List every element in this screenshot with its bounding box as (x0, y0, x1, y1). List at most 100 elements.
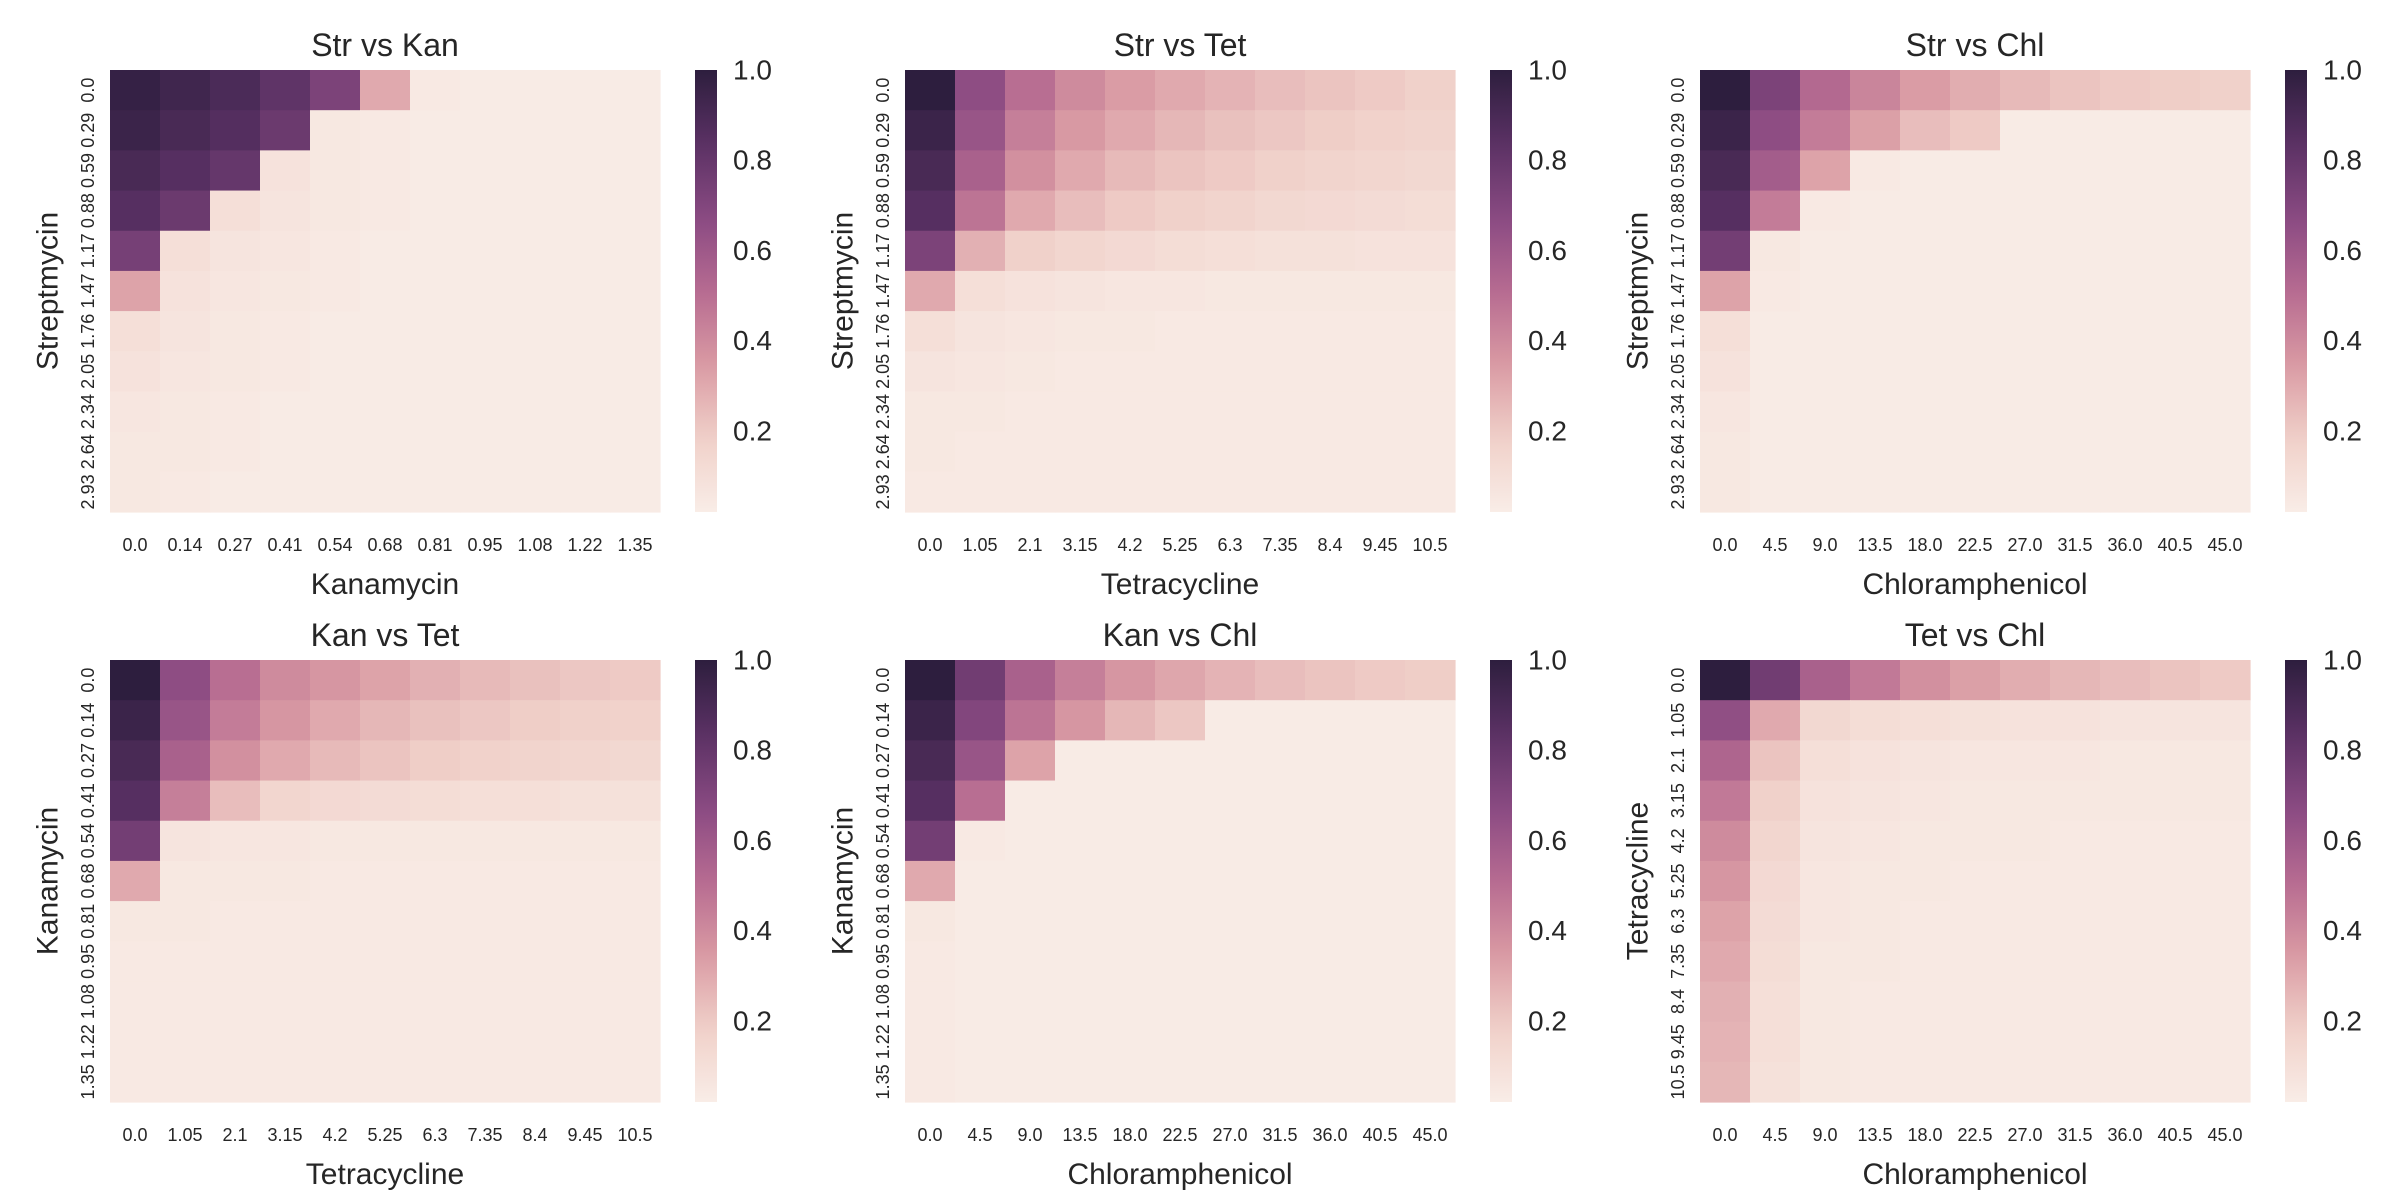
heatmap-cell (1055, 860, 1106, 902)
heatmap-cell (2000, 391, 2051, 433)
heatmap-cell (1105, 230, 1156, 272)
heatmap-cell (1950, 981, 2001, 1023)
heatmap-cell (2000, 820, 2051, 862)
heatmap-cell (1405, 780, 1456, 822)
heatmap-cell (610, 1061, 661, 1103)
heatmap-cell (1255, 780, 1306, 822)
heatmap-cell (260, 110, 311, 151)
heatmap-cell (1005, 431, 1056, 473)
heatmap-cell (1405, 700, 1456, 741)
heatmap-cell (1700, 391, 1751, 433)
heatmap-cell (1900, 941, 1951, 983)
heatmap-cell (410, 780, 461, 822)
heatmap-cell (1750, 190, 1801, 232)
heatmap-cell (2100, 860, 2151, 902)
x-tick-label: 0.41 (267, 535, 302, 555)
heatmap-cell (1700, 70, 1751, 111)
heatmap-cell (1700, 471, 1751, 513)
heatmap-cell (460, 471, 511, 513)
heatmap-cell (460, 110, 511, 151)
colorbar-tick-label: 0.4 (1528, 915, 1567, 946)
x-tick-label: 0.0 (122, 535, 147, 555)
heatmap-cell (610, 190, 661, 232)
heatmap-cell (110, 1061, 161, 1103)
y-tick-label: 1.76 (873, 314, 893, 349)
heatmap-cell (2150, 431, 2201, 473)
heatmap-cell (2100, 700, 2151, 741)
heatmap-cell (1700, 941, 1751, 983)
heatmap-cell (210, 780, 261, 822)
heatmap-cell (1750, 431, 1801, 473)
heatmap-cell (210, 110, 261, 151)
heatmap-cell (2100, 780, 2151, 822)
y-tick-label: 5.25 (1668, 863, 1688, 898)
y-tick-label: 0.41 (873, 783, 893, 818)
colorbar-tick-label: 0.2 (1528, 1005, 1567, 1036)
heatmap-cell (160, 150, 211, 192)
heatmap-cell (410, 311, 461, 352)
y-tick-label: 1.35 (78, 1064, 98, 1099)
heatmap-cell (1205, 190, 1256, 232)
x-tick-label: 10.5 (1412, 535, 1447, 555)
heatmap-cell (410, 901, 461, 942)
heatmap-cell (260, 780, 311, 822)
heatmap-cell (1900, 311, 1951, 352)
heatmap-cell (1800, 311, 1851, 352)
heatmap-cell (260, 70, 311, 111)
heatmap-cell (1355, 660, 1406, 701)
heatmap-cell (460, 391, 511, 433)
heatmap-cell (210, 230, 261, 272)
heatmap-cell (560, 110, 611, 151)
heatmap-cell (560, 901, 611, 942)
heatmap-cell (2200, 1021, 2251, 1063)
heatmap-cell (1205, 1021, 1256, 1063)
heatmap-cell (1305, 311, 1356, 352)
heatmap-cell (1405, 150, 1456, 192)
heatmap-cell (1105, 70, 1156, 111)
heatmap-cell (2000, 230, 2051, 272)
heatmap-cell (1155, 230, 1206, 272)
heatmap-cell (1255, 471, 1306, 513)
x-tick-label: 0.0 (917, 535, 942, 555)
heatmap-cell (2050, 150, 2101, 192)
heatmap-cell (460, 190, 511, 232)
heatmap-cell (1850, 740, 1901, 782)
heatmap-cell (360, 431, 411, 473)
y-tick-label: 2.64 (78, 434, 98, 469)
heatmap-cell (1155, 660, 1206, 701)
colorbar-tick-label: 0.4 (1528, 325, 1567, 356)
heatmap-cell (955, 941, 1006, 983)
heatmap-cell (510, 660, 561, 701)
y-tick-label: 1.17 (873, 233, 893, 268)
heatmap-cell (2150, 70, 2201, 111)
heatmap-cell (1355, 700, 1406, 741)
heatmap-cell (2100, 270, 2151, 312)
heatmap-cell (1850, 150, 1901, 192)
colorbar (1490, 660, 1512, 1102)
heatmap-cell (1950, 740, 2001, 782)
heatmap-cell (1305, 351, 1356, 393)
heatmap-cell (1700, 820, 1751, 862)
x-tick-label: 40.5 (2157, 1125, 2192, 1145)
y-tick-label: 2.64 (873, 434, 893, 469)
heatmap-cell (610, 391, 661, 433)
heatmap-cell (1155, 311, 1206, 352)
heatmap-cell (1850, 780, 1901, 822)
x-tick-label: 31.5 (2057, 1125, 2092, 1145)
heatmap-cell (2000, 860, 2051, 902)
heatmap-cell (260, 1061, 311, 1103)
heatmap-cell (1255, 941, 1306, 983)
y-tick-label: 1.22 (873, 1024, 893, 1059)
heatmap-cell (1700, 981, 1751, 1023)
heatmap-cell (1255, 901, 1306, 942)
x-tick-label: 22.5 (1957, 535, 1992, 555)
x-tick-label: 9.0 (1017, 1125, 1042, 1145)
heatmap-cell (110, 431, 161, 473)
heatmap-cell (1900, 471, 1951, 513)
colorbar-tick-label: 0.8 (2323, 735, 2362, 766)
colorbar-tick-label: 0.8 (733, 145, 772, 176)
heatmap-cell (2100, 230, 2151, 272)
heatmap-cell (2100, 820, 2151, 862)
x-tick-label: 18.0 (1907, 1125, 1942, 1145)
y-tick-label: 2.05 (873, 354, 893, 389)
